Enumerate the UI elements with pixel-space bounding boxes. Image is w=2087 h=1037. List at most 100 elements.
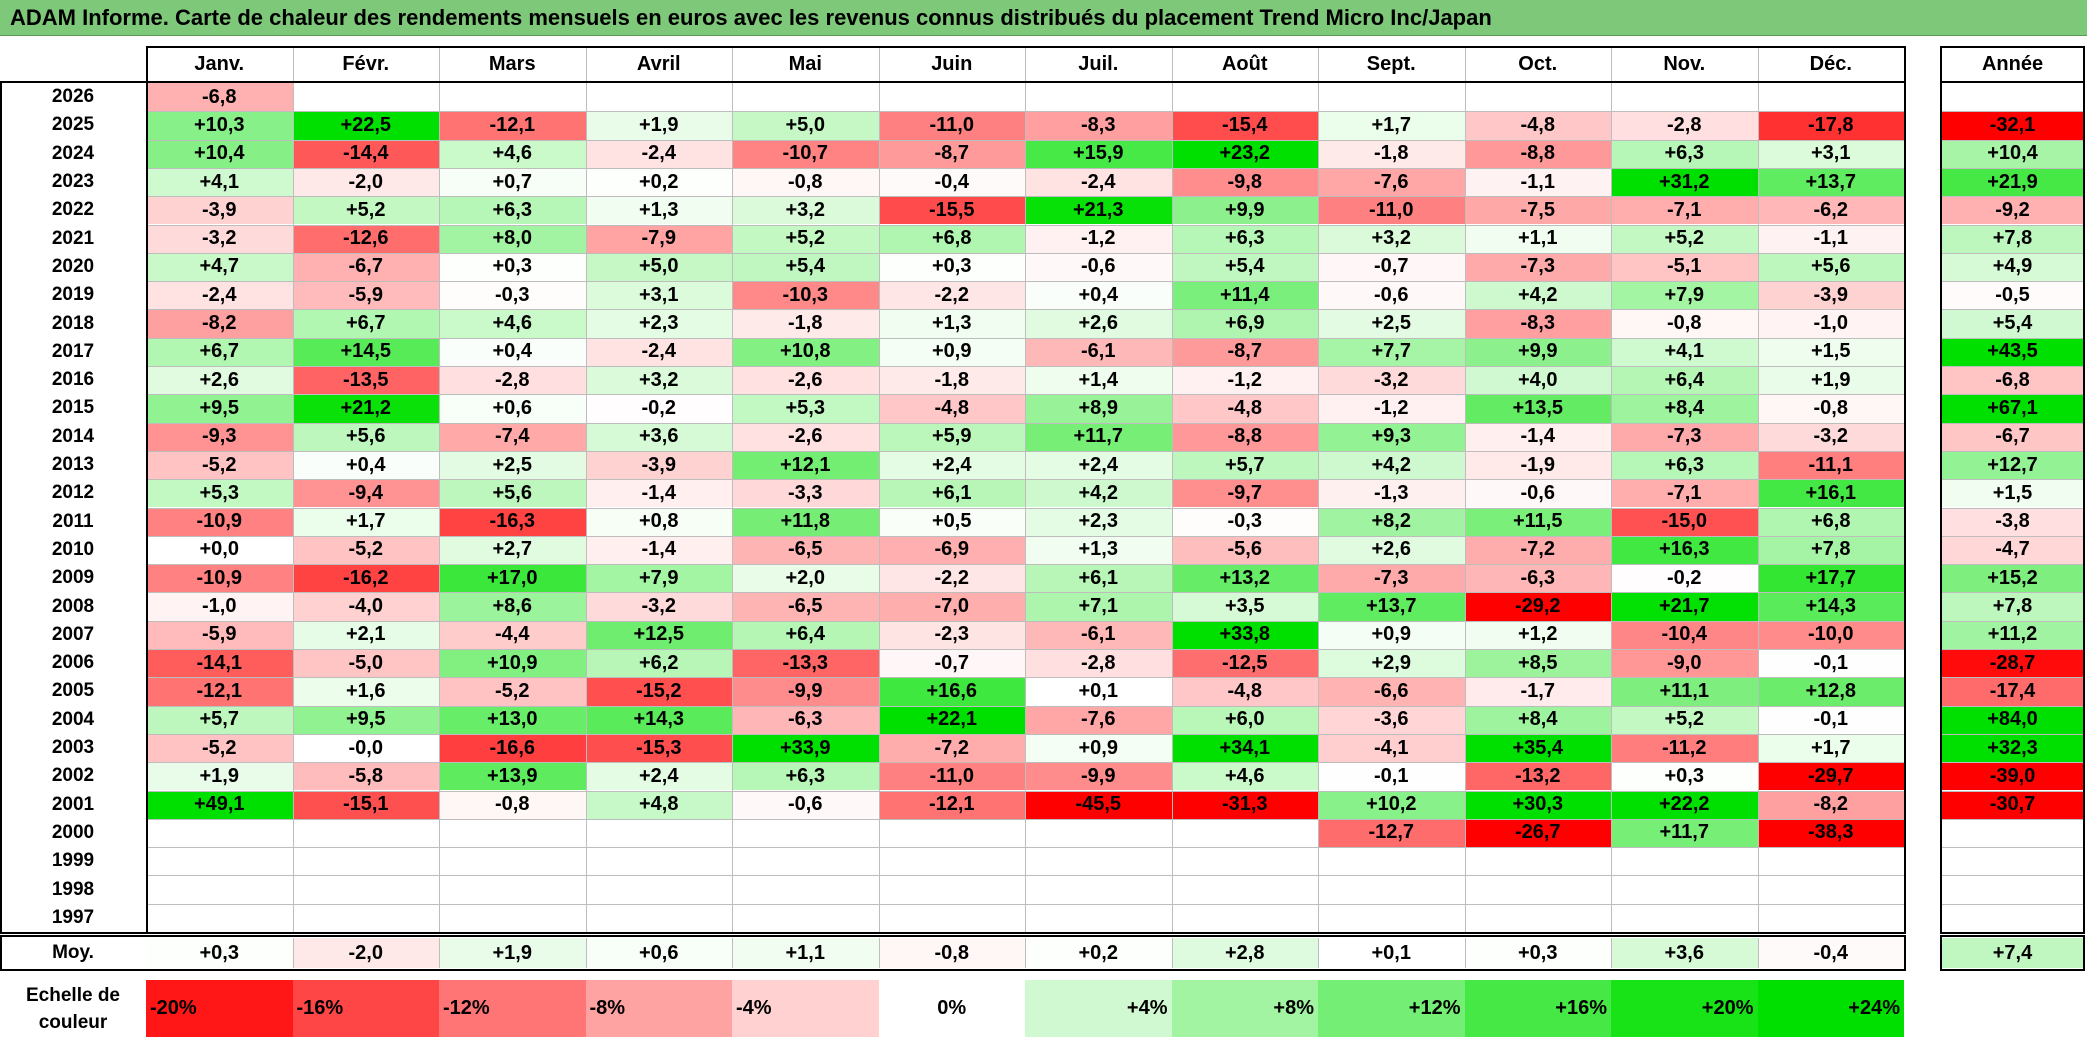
heatmap-cell: -15,3 — [585, 733, 732, 763]
month-header: Juin — [931, 52, 973, 75]
heatmap-cell: -1,8 — [1318, 139, 1465, 168]
year-label: 2006 — [51, 652, 95, 674]
heatmap-cell: +2,6 — [146, 366, 293, 395]
heatmap-cell: -1,1 — [1464, 167, 1611, 197]
heatmap-cell: -15,0 — [1611, 507, 1758, 536]
heatmap-cell: -7,3 — [1464, 252, 1611, 282]
heatmap-cell: +4,2 — [1025, 479, 1172, 508]
heatmap-cell: +0,4 — [1025, 281, 1172, 310]
heatmap-cell: -7,9 — [585, 224, 732, 253]
heatmap-cell: -1,4 — [585, 535, 732, 565]
heatmap-cell: +10,9 — [439, 649, 586, 678]
heatmap-cell: +7,8 — [1757, 535, 1904, 565]
heatmap-cell: -17,8 — [1757, 111, 1904, 140]
grid-line — [439, 938, 440, 968]
heatmap-cell: -6,2 — [1757, 196, 1904, 225]
heatmap-cell: +1,9 — [146, 762, 293, 791]
annual-cell — [1940, 83, 2085, 112]
heatmap-cell: -2,4 — [585, 139, 732, 168]
grid-line — [1940, 281, 2085, 283]
color-scale-step: +8% — [1171, 980, 1318, 1037]
heatmap-cell — [146, 875, 293, 904]
heatmap-cell: +11,5 — [1464, 507, 1611, 536]
heatmap-cell: +5,6 — [1757, 252, 1904, 282]
color-scale-step: +24% — [1757, 980, 1904, 1037]
heatmap-cell — [439, 875, 586, 904]
heatmap-cell: -7,2 — [878, 733, 1025, 763]
year-label: 2017 — [51, 340, 95, 362]
heatmap-cell: -1,0 — [1757, 309, 1904, 338]
heatmap-cell: -45,5 — [1025, 790, 1172, 819]
heatmap-cell — [1757, 903, 1904, 932]
heatmap-cell: +31,2 — [1611, 167, 1758, 197]
heatmap-cell: +8,5 — [1464, 649, 1611, 678]
grid-line — [1940, 366, 2085, 367]
heatmap-cell: -14,4 — [292, 139, 439, 168]
year-label: 2003 — [51, 737, 95, 759]
heatmap-cell: +13,7 — [1757, 167, 1904, 197]
heatmap-cell: +14,3 — [1757, 592, 1904, 621]
heatmap-cell: +14,5 — [292, 337, 439, 366]
grid-line — [1464, 46, 1466, 932]
grid-line — [439, 46, 440, 932]
heatmap-cell: +4,6 — [439, 139, 586, 168]
heatmap-cell: +1,2 — [1464, 620, 1611, 649]
heatmap-cell: +5,3 — [146, 479, 293, 508]
heatmap-cell: +2,5 — [439, 450, 586, 480]
average-cell: -2,0 — [292, 938, 439, 968]
heatmap-cell: +30,3 — [1464, 790, 1611, 819]
heatmap-cell: -1,2 — [1171, 366, 1318, 395]
heatmap-cell: +10,4 — [146, 139, 293, 168]
heatmap-cell: +6,3 — [1611, 450, 1758, 480]
year-label: 2013 — [51, 454, 95, 476]
heatmap-cell: -12,5 — [1171, 649, 1318, 678]
heatmap-cell — [1464, 903, 1611, 932]
heatmap-cell: -9,3 — [146, 422, 293, 451]
heatmap-cell: -12,6 — [292, 224, 439, 253]
heatmap-cell: +6,3 — [1171, 224, 1318, 253]
heatmap-cell: -15,1 — [292, 790, 439, 819]
heatmap-cell: -2,8 — [439, 366, 586, 395]
heatmap-cell: +6,3 — [1611, 139, 1758, 168]
color-scale-step: -8% — [585, 980, 732, 1037]
color-scale-step: -4% — [732, 980, 879, 1037]
year-label: 2010 — [51, 538, 95, 560]
heatmap-cell: +5,2 — [1611, 705, 1758, 734]
heatmap-cell — [585, 875, 732, 904]
color-scale-step: -12% — [439, 980, 586, 1037]
grid-line — [1025, 46, 1026, 932]
annual-cell: +10,4 — [1940, 139, 2085, 168]
average-cell: -0,8 — [878, 938, 1025, 968]
heatmap-cell: +0,9 — [1318, 620, 1465, 649]
heatmap-cell: -6,7 — [292, 252, 439, 282]
heatmap-cell: -12,1 — [439, 111, 586, 140]
heatmap-cell: -4,1 — [1318, 733, 1465, 763]
grid-line — [1318, 938, 1319, 968]
year-label: 2009 — [51, 567, 95, 589]
heatmap-cell: +21,2 — [292, 394, 439, 423]
month-header: Janv. — [194, 52, 245, 75]
year-label: 2021 — [51, 227, 95, 249]
heatmap-cell: +9,5 — [146, 394, 293, 423]
heatmap-cell: +1,7 — [1318, 111, 1465, 140]
heatmap-cell: -6,1 — [1025, 337, 1172, 366]
heatmap-cell: -8,8 — [1464, 139, 1611, 168]
heatmap-cell: +5,6 — [292, 422, 439, 451]
heatmap-cell: +8,4 — [1611, 394, 1758, 423]
annual-cell: +12,7 — [1940, 450, 2085, 480]
heatmap-cell: +15,9 — [1025, 139, 1172, 168]
heatmap-cell: -7,3 — [1611, 422, 1758, 451]
heatmap-cell: +4,2 — [1318, 450, 1465, 480]
heatmap-cell: +1,5 — [1757, 337, 1904, 366]
heatmap-cell: -0,6 — [1318, 281, 1465, 310]
annual-cell: -17,4 — [1940, 677, 2085, 706]
heatmap-cell — [1025, 875, 1172, 904]
heatmap-cell: -13,3 — [732, 649, 879, 678]
heatmap-cell: -15,4 — [1171, 111, 1318, 140]
color-scale-label-text: Echelle de couleur — [26, 984, 120, 1033]
grid-line — [1940, 507, 2085, 509]
heatmap-cell: -5,2 — [146, 733, 293, 763]
heatmap-cell: +35,4 — [1464, 733, 1611, 763]
heatmap-cell: +6,8 — [1757, 507, 1904, 536]
year-label: 2007 — [51, 623, 95, 645]
